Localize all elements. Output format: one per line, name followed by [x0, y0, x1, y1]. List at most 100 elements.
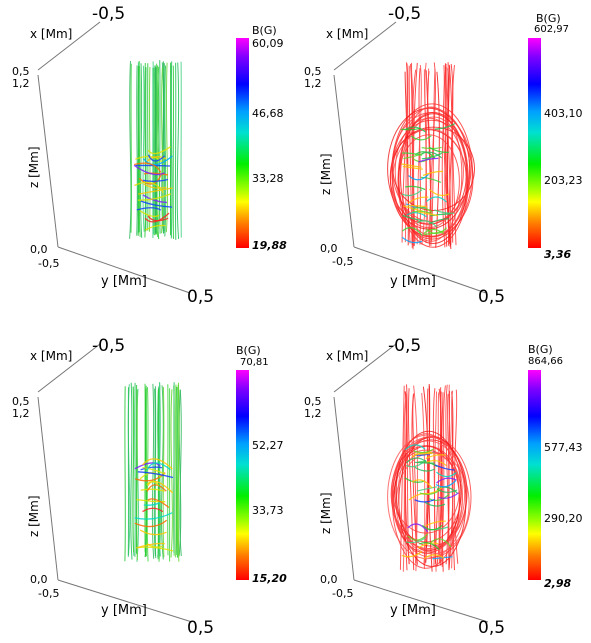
field-line [143, 183, 167, 189]
field-line [133, 164, 165, 176]
colorbar [528, 370, 541, 580]
field-line [406, 212, 427, 218]
y-axis-tick-left: -0,5 [38, 257, 60, 270]
field-loop [399, 106, 463, 242]
field-line [428, 188, 450, 197]
origin-tick: 0,0 [30, 243, 48, 256]
field-line [414, 461, 435, 464]
colorbar-mid-low: 203,23 [544, 174, 583, 187]
field-line [417, 211, 439, 217]
field-loop [391, 433, 461, 569]
panel-top-right: x [Mm] -0,5 0,5 1,2 z [Mm] 0,0 -0,5 y [M… [296, 0, 591, 320]
field-line [137, 193, 172, 201]
field-line [142, 507, 164, 513]
y-axis-label: y [Mm] [101, 603, 147, 618]
field-line [135, 472, 166, 482]
field-line [419, 542, 440, 550]
top-tick-lower: 1,2 [304, 407, 322, 420]
field-line [436, 471, 457, 478]
y-axis-tick-right: 0,5 [478, 287, 506, 307]
field-line [421, 524, 443, 531]
panel-top-left: x [Mm] -0,5 0,5 1,2 z [Mm] 0,0 -0,5 y [M… [0, 0, 295, 320]
field-line [435, 71, 440, 248]
field-line [407, 533, 429, 541]
field-line [402, 165, 423, 170]
y-axis-tick-right: 0,5 [478, 618, 506, 638]
field-line [177, 384, 180, 562]
field-line [163, 63, 166, 234]
y-axis-tick-right: 0,5 [187, 287, 215, 307]
field-line [434, 464, 455, 471]
field-lines-plot [387, 383, 472, 572]
field-line [404, 444, 426, 451]
field-line [411, 210, 433, 215]
field-line [401, 236, 423, 244]
field-line [134, 181, 164, 194]
field-line [434, 123, 456, 130]
field-line [405, 126, 426, 133]
field-line [425, 520, 446, 527]
y-axis-tick-left: -0,5 [332, 587, 354, 600]
field-line [164, 65, 167, 237]
field-line [176, 62, 180, 240]
field-line [147, 215, 169, 222]
field-line [153, 388, 156, 556]
colorbar-title: B(G) [528, 343, 553, 356]
field-line [401, 152, 423, 156]
field-line [408, 173, 430, 181]
field-line [132, 386, 135, 553]
field-line [401, 551, 423, 558]
field-line [154, 386, 157, 559]
field-line [136, 542, 165, 549]
origin-tick: 0,0 [30, 573, 48, 586]
field-line [414, 466, 436, 472]
field-line [139, 210, 160, 218]
field-loop [392, 126, 475, 212]
field-line [407, 205, 428, 208]
colorbar-title: B(G) [536, 12, 561, 25]
field-lines-plot [124, 382, 182, 562]
field-line [400, 127, 422, 131]
x-axis-label: x [Mm] [326, 27, 369, 41]
colorbar-mid-low: 33,28 [252, 172, 284, 185]
field-line [405, 459, 427, 468]
field-line [401, 227, 423, 237]
x-axis-label: x [Mm] [326, 349, 369, 363]
field-line [421, 151, 443, 159]
field-line [432, 388, 436, 567]
field-line [143, 501, 161, 506]
field-line [437, 392, 440, 564]
field-line [140, 466, 163, 471]
z-axis-label: z [Mm] [27, 146, 41, 188]
field-line [422, 170, 444, 176]
field-line [148, 66, 151, 232]
colorbar-mid-high: 52,27 [252, 439, 284, 452]
panel-bottom-right: x [Mm] -0,5 0,5 1,2 z [Mm] 0,0 -0,5 y [M… [296, 322, 591, 642]
field-line [144, 389, 147, 557]
field-line [418, 157, 439, 163]
field-line [426, 227, 447, 235]
colorbar-min: 2,98 [544, 577, 572, 590]
field-line [426, 196, 447, 203]
field-line [436, 477, 457, 484]
origin-tick: 0,0 [320, 573, 338, 586]
field-line [158, 382, 161, 557]
field-line [407, 523, 429, 533]
field-line [152, 61, 155, 235]
field-line [434, 209, 455, 214]
colorbar-title: B(G) [236, 344, 261, 357]
field-line [436, 486, 458, 494]
colorbar-mid-high: 46,68 [252, 107, 284, 120]
field-line [143, 172, 169, 176]
field-line [428, 493, 450, 502]
panel-bottom-left: x [Mm] -0,5 0,5 1,2 z [Mm] 0,0 -0,5 y [M… [0, 322, 295, 642]
field-line [416, 486, 438, 492]
field-line [154, 65, 156, 235]
colorbar-max: 602,97 [534, 24, 569, 35]
field-line [176, 387, 178, 558]
field-line [161, 67, 164, 234]
field-line [414, 452, 435, 455]
colorbar-mid-low: 33,73 [252, 504, 284, 517]
top-tick-lower: 1,2 [12, 77, 30, 90]
field-line [421, 152, 443, 160]
